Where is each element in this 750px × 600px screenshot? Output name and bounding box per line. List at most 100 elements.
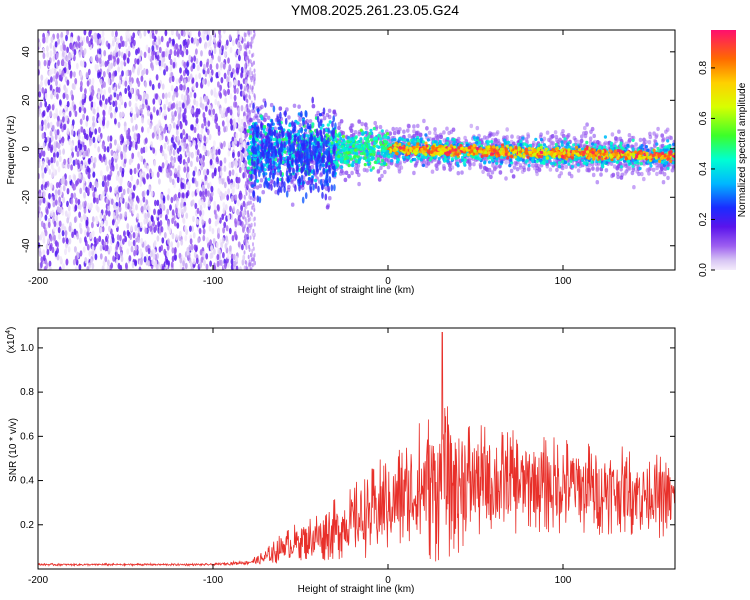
- heatmap-cell: [48, 103, 51, 111]
- heatmap-cell: [59, 256, 63, 263]
- heatmap-cell: [126, 57, 130, 64]
- heatmap-cell: [322, 116, 327, 121]
- heatmap-cell: [182, 216, 186, 224]
- heatmap-cell: [350, 170, 354, 176]
- heatmap-cell: [135, 106, 139, 113]
- heatmap-cell: [215, 241, 219, 249]
- heatmap-cell: [163, 69, 166, 76]
- heatmap-cell: [192, 258, 196, 265]
- heatmap-cell: [297, 104, 301, 109]
- heatmap-cell: [482, 135, 487, 140]
- heatmap-cell: [186, 166, 190, 173]
- heatmap-cell: [509, 168, 514, 174]
- heatmap-cell: [209, 252, 213, 260]
- heatmap-cell: [230, 182, 233, 190]
- heatmap-cell: [42, 197, 46, 204]
- heatmap-cell: [218, 177, 222, 185]
- heatmap-cell: [580, 138, 584, 144]
- heatmap-cell: [92, 136, 96, 143]
- heatmap-cell: [85, 71, 89, 79]
- heatmap-cell: [223, 221, 227, 228]
- heatmap-cell: [61, 69, 65, 77]
- heatmap-cell: [195, 180, 199, 188]
- heatmap-cell: [63, 44, 67, 51]
- heatmap-cell: [62, 263, 65, 270]
- heatmap-cell: [64, 210, 68, 217]
- heatmap-cell: [115, 43, 119, 50]
- heatmap-cell: [208, 72, 212, 79]
- heatmap-cell: [72, 203, 76, 211]
- heatmap-cell: [57, 59, 60, 66]
- heatmap-cell: [199, 134, 203, 141]
- heatmap-cell: [241, 243, 244, 251]
- heatmap-cell: [585, 122, 589, 127]
- heatmap-cell: [129, 192, 132, 200]
- heatmap-cell: [50, 76, 53, 83]
- heatmap-cell: [164, 30, 168, 37]
- heatmap-cell: [173, 49, 177, 56]
- heatmap-cell: [89, 181, 92, 189]
- heatmap-cell: [157, 221, 161, 228]
- heatmap-cell: [56, 120, 60, 127]
- heatmap-cell: [203, 120, 207, 127]
- heatmap-cell: [175, 78, 179, 85]
- heatmap-cell: [173, 194, 177, 202]
- heatmap-cell: [79, 143, 83, 150]
- heatmap-cell: [78, 173, 82, 180]
- heatmap-cell: [91, 221, 94, 229]
- heatmap-cell: [42, 178, 45, 186]
- heatmap-cell: [91, 230, 95, 237]
- heatmap-cell: [52, 156, 56, 164]
- heatmap-cell: [136, 58, 140, 65]
- heatmap-cell: [44, 124, 48, 131]
- heatmap-cell: [62, 116, 65, 123]
- heatmap-cell: [99, 170, 103, 177]
- heatmap-cell: [177, 119, 181, 127]
- heatmap-cell: [84, 200, 87, 207]
- heatmap-cell: [576, 168, 581, 173]
- heatmap-cell: [252, 242, 254, 247]
- heatmap-cell: [173, 220, 177, 227]
- heatmap-cell: [125, 262, 128, 269]
- heatmap-cell: [179, 122, 183, 129]
- heatmap-cell: [137, 236, 141, 244]
- heatmap-cell: [82, 177, 86, 184]
- heatmap-cell: [196, 149, 200, 156]
- heatmap-cell: [188, 244, 192, 251]
- heatmap-cell: [204, 174, 208, 182]
- heatmap-cell: [174, 254, 177, 261]
- heatmap-cell: [656, 126, 660, 132]
- heatmap-cell: [177, 114, 181, 121]
- heatmap-cell: [153, 208, 156, 215]
- heatmap-cell: [198, 140, 202, 148]
- heatmap-cell: [234, 101, 238, 108]
- heatmap-cell: [228, 34, 232, 41]
- heatmap-cell: [120, 133, 123, 141]
- heatmap-cell: [55, 215, 59, 222]
- heatmap-cell: [41, 160, 45, 167]
- heatmap-cell: [200, 163, 204, 171]
- heatmap-cell: [90, 125, 94, 132]
- heatmap-cell: [57, 166, 61, 173]
- heatmap-cell: [217, 70, 221, 77]
- heatmap-cell: [522, 165, 526, 170]
- heatmap-cell: [445, 126, 449, 131]
- heatmap-cell: [222, 193, 226, 200]
- heatmap-cell: [240, 66, 244, 74]
- heatmap-cell: [65, 237, 69, 245]
- heatmap-cell: [128, 181, 132, 189]
- heatmap-cell: [238, 122, 242, 129]
- heatmap-cell: [251, 252, 254, 257]
- heatmap-cell: [187, 75, 191, 83]
- heatmap-cell: [52, 75, 56, 82]
- heatmap-cell: [205, 253, 209, 260]
- heatmap-cell: [196, 218, 200, 226]
- heatmap-cell: [142, 171, 146, 178]
- heatmap-cell: [113, 91, 117, 98]
- heatmap-cell: [92, 191, 96, 198]
- heatmap-cell: [58, 134, 62, 141]
- heatmap-cell: [112, 202, 116, 209]
- heatmap-cell: [239, 132, 243, 139]
- heatmap-cell: [66, 200, 69, 208]
- heatmap-cell: [235, 132, 239, 139]
